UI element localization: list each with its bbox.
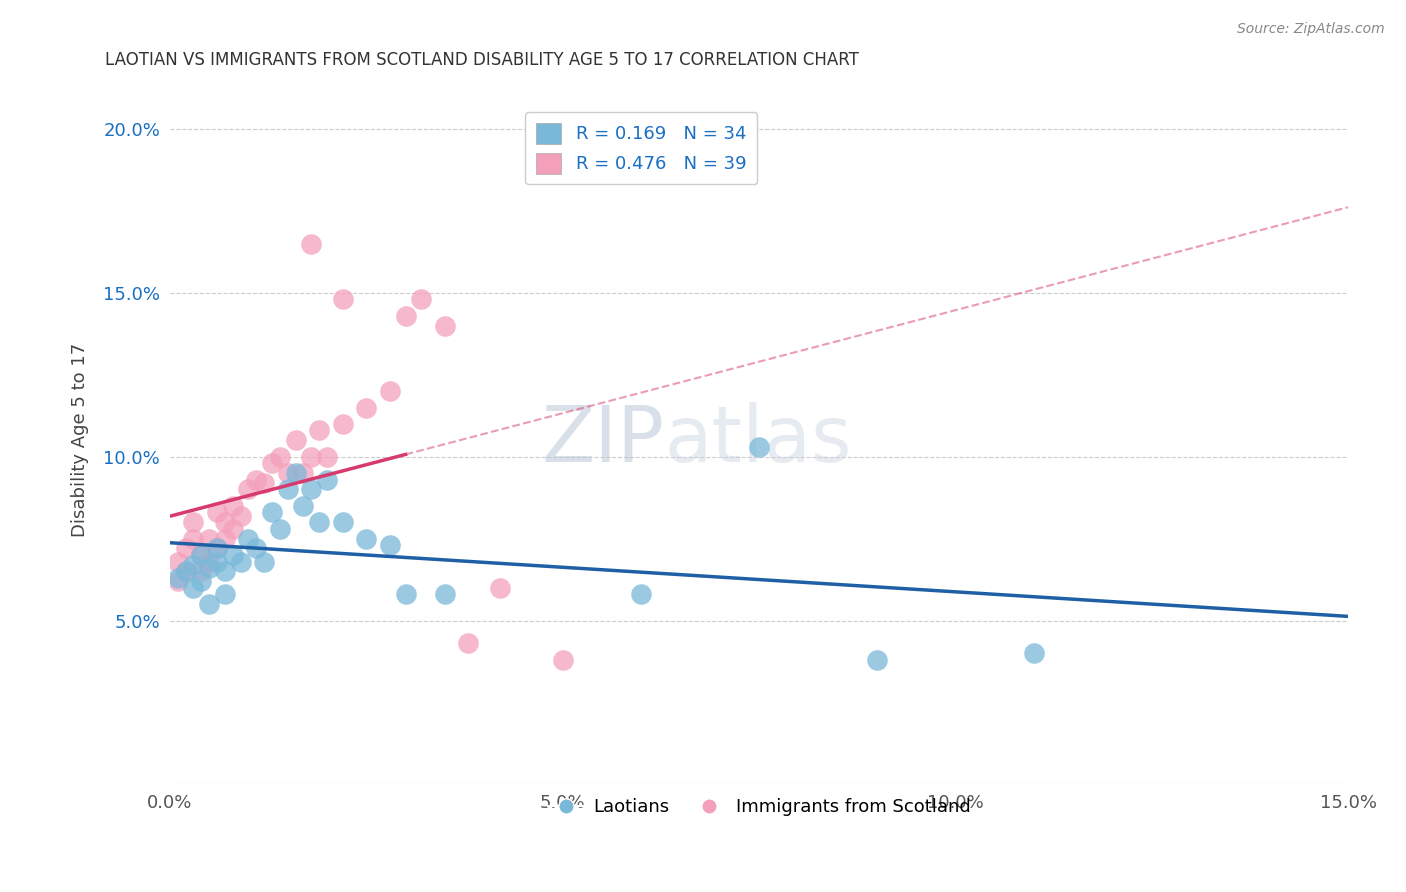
Point (269, 450, 291, 464)
Point (190, 548, 212, 562)
Point (356, 401, 378, 415)
Text: atlas: atlas (665, 402, 852, 478)
Point (253, 555, 276, 569)
Text: ZIP: ZIP (541, 402, 665, 478)
Point (356, 532, 378, 546)
Point (378, 538, 401, 552)
Point (190, 548, 212, 562)
Point (205, 541, 228, 556)
Point (198, 597, 221, 611)
Point (166, 574, 188, 589)
Point (299, 236, 322, 251)
Point (308, 515, 330, 529)
Point (174, 565, 197, 579)
Text: LAOTIAN VS IMMIGRANTS FROM SCOTLAND DISABILITY AGE 5 TO 17 CORRELATION CHART: LAOTIAN VS IMMIGRANTS FROM SCOTLAND DISA… (105, 51, 859, 69)
Point (457, 636, 479, 650)
Point (292, 499, 315, 513)
Point (277, 483, 299, 497)
Point (198, 555, 221, 569)
Point (284, 434, 307, 448)
Y-axis label: Disability Age 5 to 17: Disability Age 5 to 17 (72, 343, 89, 537)
Point (866, 653, 889, 667)
Point (630, 587, 652, 601)
Point (238, 532, 260, 546)
Point (260, 505, 283, 519)
Point (205, 541, 228, 556)
Point (299, 483, 322, 497)
Point (394, 309, 416, 323)
Point (284, 466, 307, 480)
Point (229, 555, 252, 569)
Point (222, 548, 245, 562)
Legend: Laotians, Immigrants from Scotland: Laotians, Immigrants from Scotland (540, 791, 977, 823)
Point (277, 466, 299, 480)
Point (205, 505, 228, 519)
Point (551, 653, 574, 667)
Point (332, 293, 354, 307)
Point (222, 522, 245, 536)
Point (292, 466, 315, 480)
Point (166, 555, 188, 569)
Point (190, 565, 212, 579)
Point (433, 318, 456, 333)
Point (299, 450, 322, 464)
Point (238, 483, 260, 497)
Point (316, 450, 339, 464)
Point (260, 456, 283, 470)
Point (433, 587, 456, 601)
Point (174, 565, 197, 579)
Point (394, 587, 416, 601)
Point (183, 515, 205, 529)
Point (253, 475, 276, 490)
Point (245, 473, 267, 487)
Point (316, 473, 339, 487)
Point (748, 440, 770, 454)
Point (214, 532, 236, 546)
Point (269, 522, 291, 536)
Text: Source: ZipAtlas.com: Source: ZipAtlas.com (1237, 22, 1385, 37)
Point (190, 574, 212, 589)
Point (308, 424, 330, 438)
Point (198, 561, 221, 575)
Point (183, 558, 205, 572)
Point (332, 515, 354, 529)
Point (378, 384, 401, 398)
Point (205, 555, 228, 569)
Point (411, 293, 433, 307)
Point (174, 541, 197, 556)
Point (229, 508, 252, 523)
Point (214, 565, 236, 579)
Point (214, 587, 236, 601)
Point (1024, 646, 1046, 660)
Point (489, 581, 512, 595)
Point (222, 499, 245, 513)
Point (245, 541, 267, 556)
Point (214, 515, 236, 529)
Point (198, 532, 221, 546)
Point (166, 571, 188, 585)
Point (183, 532, 205, 546)
Point (332, 417, 354, 431)
Point (183, 581, 205, 595)
